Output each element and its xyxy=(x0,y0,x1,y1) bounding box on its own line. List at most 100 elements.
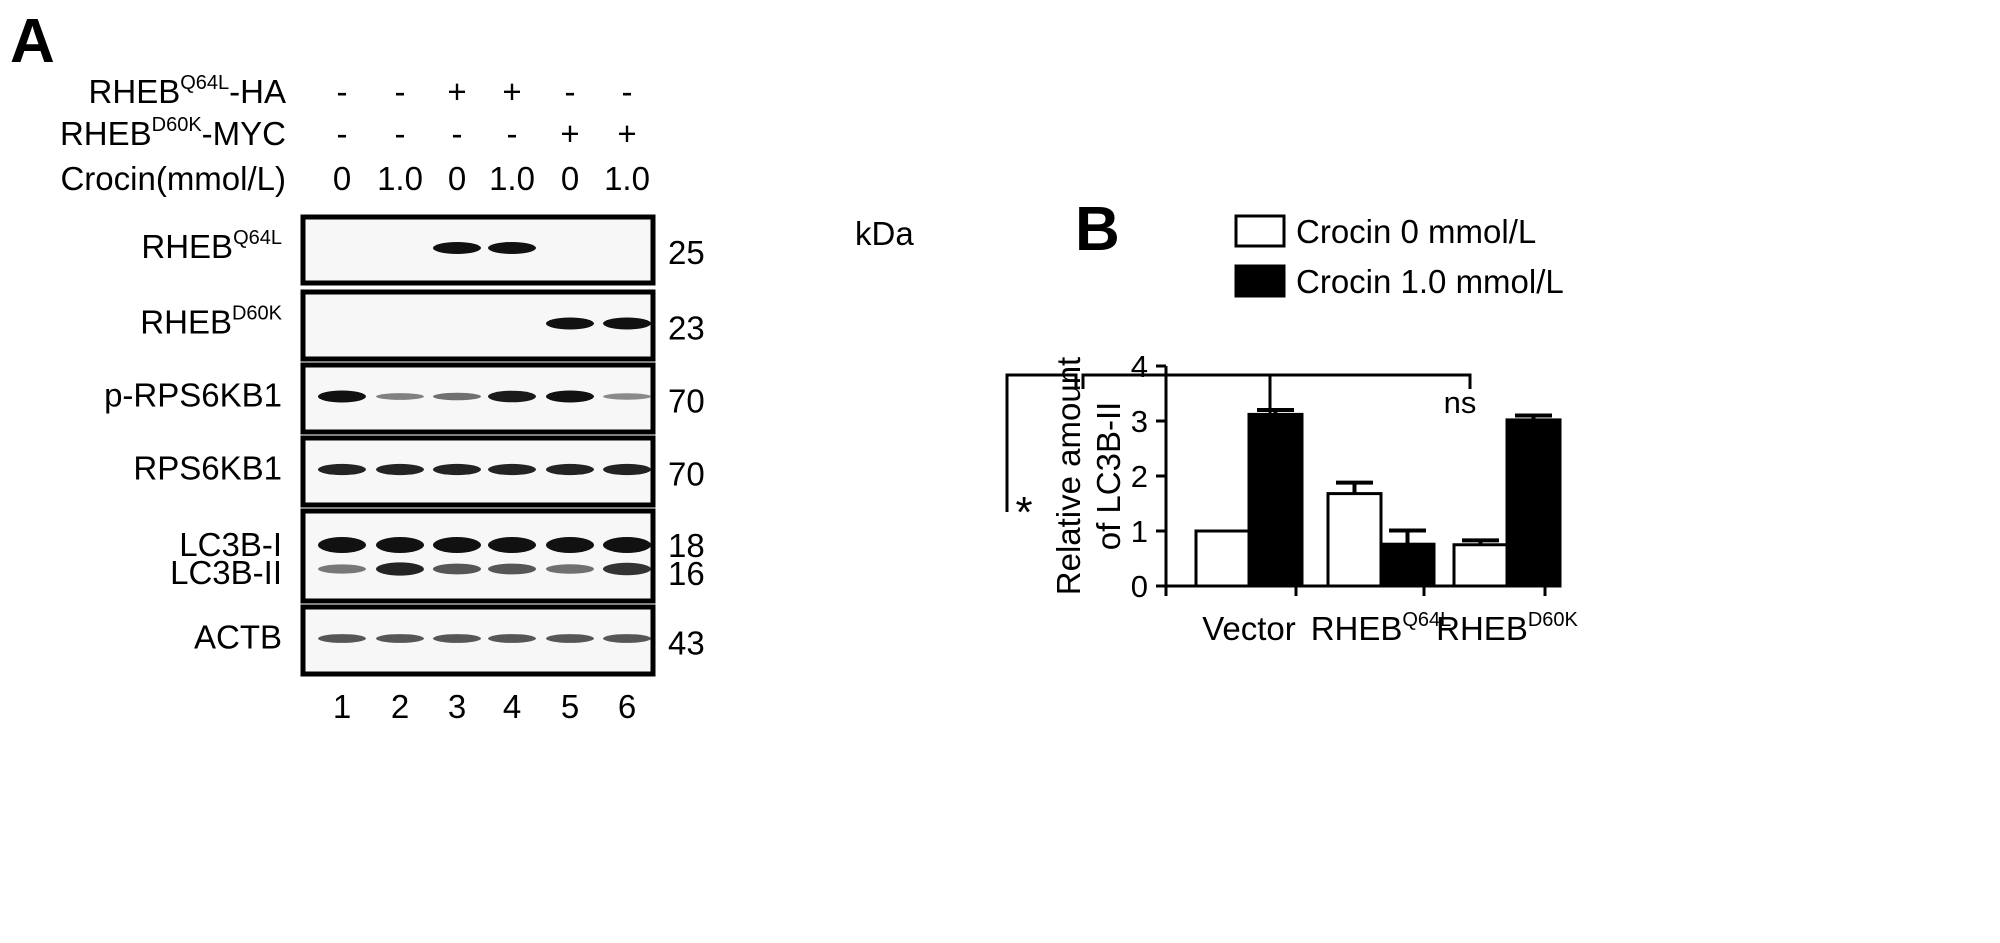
blot-label: p-RPS6KB1 xyxy=(104,377,282,414)
legend-swatch xyxy=(1234,264,1286,298)
condition-label-name: RHEB xyxy=(60,115,152,152)
blot-band xyxy=(318,463,366,476)
condition-rows: RHEBQ64L-HA - - + + - -RHEBD60K-MYC - - - - + +Croci… xyxy=(60,72,650,197)
blot-band xyxy=(488,463,536,476)
x-category-label-sup: D60K xyxy=(1528,609,1579,631)
condition-label: RHEBQ64L-HA xyxy=(89,72,286,110)
blot-label-name: RHEB xyxy=(141,228,233,265)
kda-header: kDa xyxy=(855,215,914,252)
condition-label-sup: D60K xyxy=(152,114,203,136)
significance-star: * xyxy=(1259,488,1276,537)
blot-label-name: ACTB xyxy=(194,619,282,656)
comparison-bracket xyxy=(1089,373,1472,389)
blot-band xyxy=(546,463,594,476)
blot-band xyxy=(603,463,651,476)
significance-star: * xyxy=(1015,488,1032,537)
blot-label-sup: D60K xyxy=(232,303,283,325)
blot-band xyxy=(546,390,594,403)
blot-label-name: RPS6KB1 xyxy=(133,450,282,487)
panel-a-label: A xyxy=(10,7,55,76)
lane-number: 3 xyxy=(448,688,466,725)
chart-legend: Crocin 0 mmol/L Crocin 1.0 mmol/L xyxy=(1234,213,1564,300)
y-tick-label: 2 xyxy=(1131,459,1148,494)
blot-label-name: LC3B-II xyxy=(170,554,282,591)
lane-number: 1 xyxy=(333,688,351,725)
condition-value: + xyxy=(447,73,466,110)
blot-label: LC3B-II xyxy=(170,554,282,591)
kda-value: 23 xyxy=(668,310,705,347)
condition-value: 1.0 xyxy=(377,160,423,197)
x-category-label: RHEBD60K xyxy=(1436,609,1578,647)
bar xyxy=(1194,529,1251,588)
blot-band xyxy=(433,463,481,476)
y-tick-label: 4 xyxy=(1131,349,1148,384)
lane-number: 5 xyxy=(561,688,579,725)
legend-label: Crocin 1.0 mmol/L xyxy=(1296,263,1564,300)
condition-value: - xyxy=(565,73,576,110)
condition-value: 1.0 xyxy=(604,160,650,197)
legend-swatch xyxy=(1234,214,1286,248)
bar xyxy=(1452,543,1509,588)
condition-value: - xyxy=(395,115,406,152)
bar xyxy=(1505,418,1562,588)
blot-band xyxy=(488,563,536,575)
y-axis-label-line: Relative amount xyxy=(1050,357,1087,595)
bar xyxy=(1326,492,1383,588)
blot-band xyxy=(546,537,594,553)
condition-value: - xyxy=(337,115,348,152)
kda-value: 25 xyxy=(668,234,705,271)
x-category-label-name: RHEB xyxy=(1436,610,1528,647)
comparison-bracket xyxy=(1005,373,1078,512)
blot-band xyxy=(433,392,481,401)
kda-value: 70 xyxy=(668,456,705,493)
lane-number: 4 xyxy=(503,688,521,725)
condition-label-suffix: (mmol/L) xyxy=(156,160,286,197)
panel-b-label: B xyxy=(1075,195,1120,264)
lane-number: 6 xyxy=(618,688,636,725)
blot-band xyxy=(488,390,536,403)
blot-label: RHEBQ64L xyxy=(141,227,282,265)
western-blot-panel: RHEBQ64L-HA - - + + - -RHEBD60K-MYC - - - - + +Croci… xyxy=(60,72,914,725)
x-category-label-name: Vector xyxy=(1202,610,1296,647)
bar xyxy=(1247,412,1304,588)
blot-band xyxy=(546,564,594,574)
blot-frame xyxy=(300,289,656,362)
kda-value: 16 xyxy=(668,555,705,592)
condition-value: 1.0 xyxy=(489,160,535,197)
blot-label: RHEBD60K xyxy=(140,303,282,341)
blot-label: LC3B-I xyxy=(179,526,282,563)
ns-label: ns xyxy=(1444,385,1477,420)
y-tick-label: 0 xyxy=(1131,569,1148,604)
blot-band xyxy=(318,537,366,553)
blot-label-name: RHEB xyxy=(140,304,232,341)
condition-label-name: Crocin xyxy=(60,160,155,197)
blot-band xyxy=(603,537,651,553)
blot-band xyxy=(546,317,594,330)
condition-value: + xyxy=(617,115,636,152)
blot-label-name: LC3B-I xyxy=(179,526,282,563)
blot-frame xyxy=(300,214,656,286)
condition-value: - xyxy=(395,73,406,110)
kda-value: 70 xyxy=(668,383,705,420)
blot-band xyxy=(318,390,366,403)
condition-value: - xyxy=(507,115,518,152)
lane-number: 2 xyxy=(391,688,409,725)
blot-band xyxy=(488,537,536,553)
blot-band xyxy=(433,563,481,575)
blot-band xyxy=(433,634,481,643)
blot-band xyxy=(376,463,424,476)
condition-label: RHEBD60K-MYC xyxy=(60,114,286,152)
condition-value: 0 xyxy=(561,160,579,197)
y-axis-label: Relative amountof LC3B-II xyxy=(1050,357,1127,595)
blot-band xyxy=(376,537,424,553)
blot-band xyxy=(546,634,594,643)
y-tick-label: 3 xyxy=(1131,404,1148,439)
blot-band xyxy=(433,242,481,254)
condition-value: - xyxy=(452,115,463,152)
condition-value: + xyxy=(560,115,579,152)
blot-band xyxy=(376,393,424,400)
blot-label: ACTB xyxy=(194,619,282,656)
